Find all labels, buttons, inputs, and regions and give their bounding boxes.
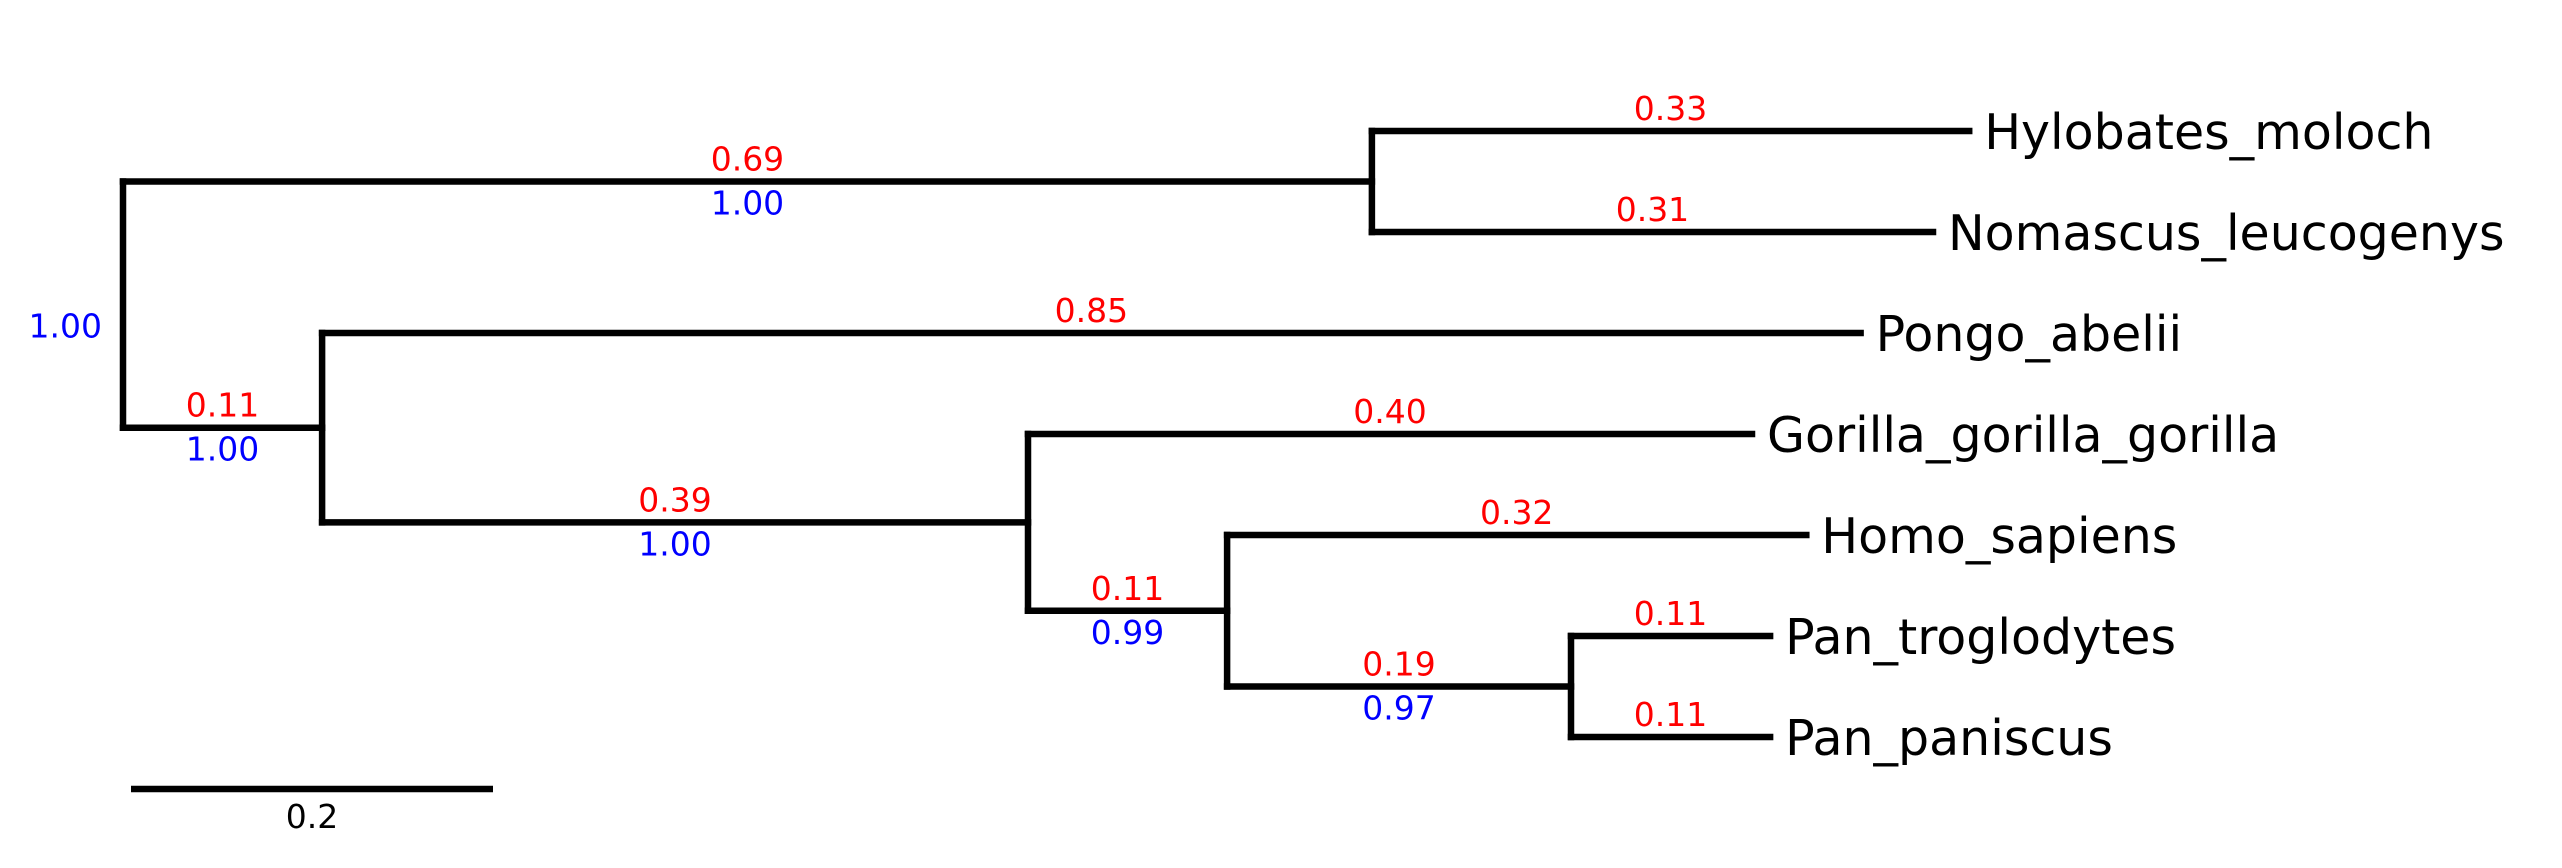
branch-length-label: 0.11 [1634, 695, 1707, 734]
branch-length-label: 0.31 [1616, 190, 1689, 229]
scale-bar-label: 0.2 [286, 797, 338, 836]
root-support-label: 1.00 [29, 307, 102, 346]
support-label: 1.00 [711, 184, 784, 223]
branch-length-label: 0.11 [186, 386, 259, 425]
support-label: 0.99 [1091, 613, 1164, 652]
branch-length-label: 0.40 [1353, 392, 1426, 431]
branch-length-label: 0.85 [1055, 291, 1128, 330]
taxon-label: Hylobates_moloch [1984, 104, 2433, 161]
branch-length-label: 0.33 [1634, 89, 1707, 128]
support-label: 0.97 [1362, 689, 1435, 728]
taxon-label: Pan_troglodytes [1785, 609, 2176, 666]
taxon-label: Homo_sapiens [1821, 508, 2177, 565]
taxon-label: Pan_paniscus [1785, 710, 2113, 767]
branch-length-label: 0.39 [638, 480, 711, 519]
branch-length-label: 0.19 [1362, 645, 1435, 684]
support-label: 1.00 [186, 430, 259, 469]
taxon-label: Nomascus_leucogenys [1948, 205, 2505, 262]
branch-length-label: 0.11 [1091, 569, 1164, 608]
branch-length-label: 0.69 [711, 140, 784, 179]
branch-length-label: 0.11 [1634, 594, 1707, 633]
taxon-label: Gorilla_gorilla_gorilla [1767, 407, 2279, 464]
branch-length-label: 0.32 [1480, 493, 1553, 532]
support-label: 1.00 [638, 524, 711, 563]
taxon-label: Pongo_abelii [1876, 306, 2183, 363]
